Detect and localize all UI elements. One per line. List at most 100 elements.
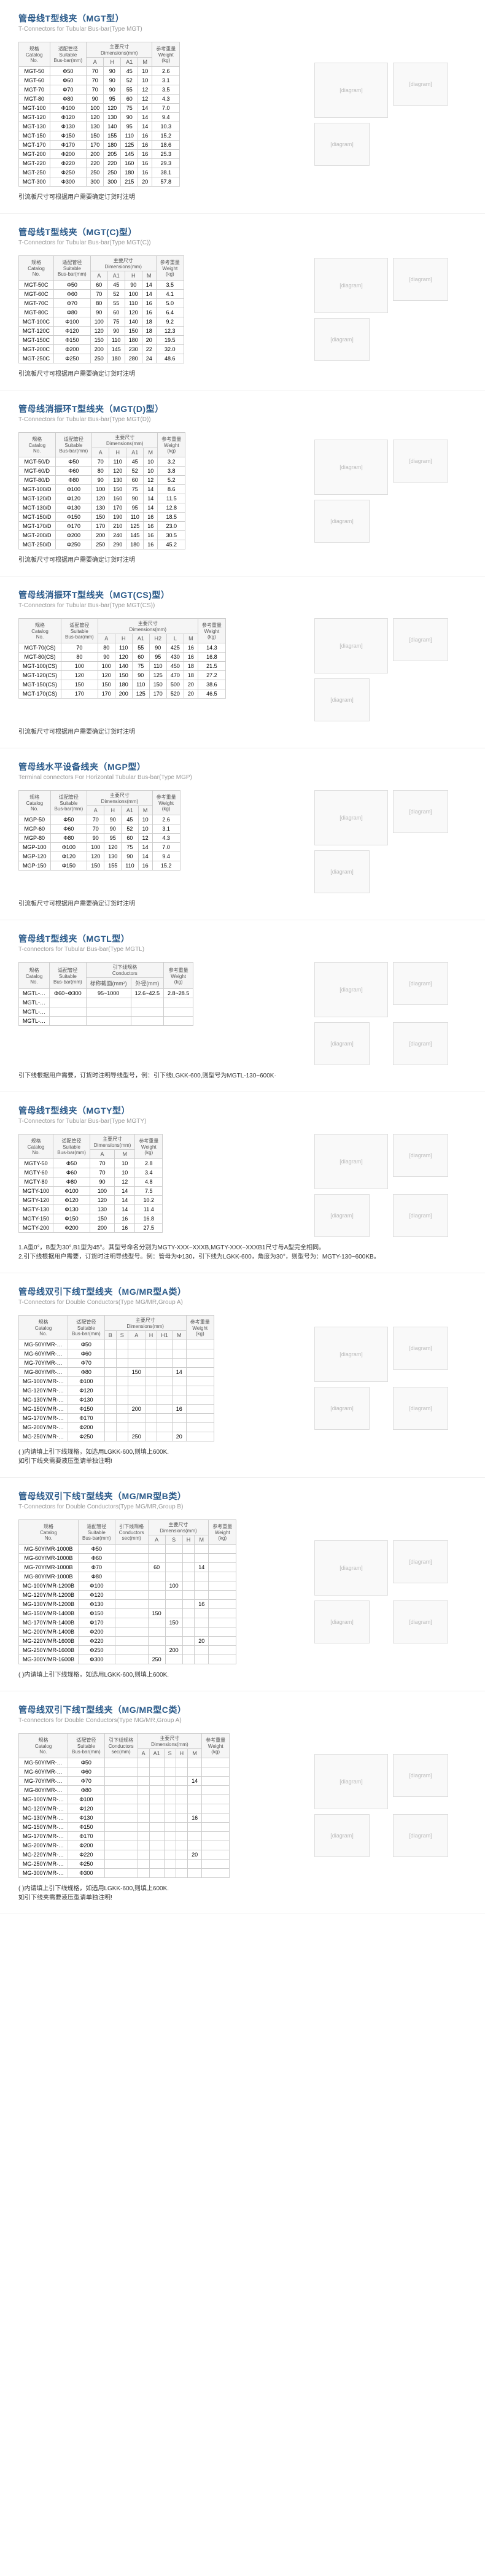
table-row: MGTY-80Φ8090124.8 <box>19 1177 163 1187</box>
table-row: MGP-150Φ1501501551101615.2 <box>19 861 180 871</box>
table-cell: MGT-200/D <box>19 531 56 540</box>
table-cell: 500 <box>166 680 184 689</box>
table-cell <box>176 1777 188 1786</box>
subcol-header: A <box>128 1331 145 1340</box>
technical-diagram: [diagram] <box>314 1194 370 1237</box>
col-header: 参考重量Weight(kg) <box>156 256 184 281</box>
table-row: MG-60Y/MR-…Φ60 <box>19 1349 214 1359</box>
technical-diagram: [diagram] <box>393 1540 448 1583</box>
technical-diagram: [diagram] <box>393 1814 448 1857</box>
table-cell: MGT-100 <box>19 104 50 113</box>
spec-table: 规格CatalogNo.适配管径SuitableBus-bar(mm)主要尺寸D… <box>18 618 226 699</box>
table-cell: 16 <box>138 150 152 159</box>
spec-table: 规格CatalogNo.适配管径SuitableBus-bar(mm)主要尺寸D… <box>18 790 180 871</box>
table-row: MG-50Y/MR-…Φ50 <box>19 1758 230 1767</box>
note-text: ( )内请填上引下线规格，如选用LGKK-600,则填上600K.如引下线夹需要… <box>18 1883 467 1901</box>
table-cell <box>164 1850 176 1860</box>
table-cell <box>148 1581 165 1591</box>
table-row: MG-200Y/MR-…Φ200 <box>19 1423 214 1432</box>
technical-diagram: [diagram] <box>314 318 370 361</box>
table-cell: MGT-50C <box>19 281 54 290</box>
table-cell: 190 <box>109 513 126 522</box>
table-cell: 11.4 <box>135 1205 163 1214</box>
diagram-column: [diagram][diagram][diagram] <box>238 618 467 721</box>
table-cell: 110 <box>125 299 142 308</box>
table-row: MGP-60Φ60709052103.1 <box>19 824 180 834</box>
technical-diagram: [diagram] <box>393 440 448 483</box>
content: 规格CatalogNo.适配管径SuitableBus-bar(mm)引下线规格… <box>18 962 467 1065</box>
table-cell <box>164 1777 176 1786</box>
table-cell: 110 <box>115 643 132 653</box>
table-row: MG-170Y/MR-1400BΦ170150 <box>19 1618 236 1627</box>
table-cell: 14 <box>138 113 152 122</box>
table-cell: 155 <box>104 131 121 141</box>
table-cell: 120 <box>90 1196 114 1205</box>
table-cell: 2.6 <box>152 815 180 824</box>
table-cell <box>128 1349 145 1359</box>
note-text: ( )内请填上引下线规格，如选用LGKK-600,则填上600K. <box>18 1669 467 1678</box>
table-cell <box>202 1777 230 1786</box>
table-cell: 14.3 <box>198 643 225 653</box>
subcol-header: S <box>116 1331 128 1340</box>
section-mgty: 管母线T型线夹（MGTY型）T-Connectors for Tubular B… <box>0 1092 485 1273</box>
table-cell <box>149 1758 164 1767</box>
table-cell <box>172 1359 186 1368</box>
table-cell <box>164 1814 176 1823</box>
table-cell: MG-100Y/MR-… <box>19 1795 68 1804</box>
table-row: MGT-200Φ2002002051451625.3 <box>19 150 180 159</box>
table-cell <box>188 1786 202 1795</box>
table-cell: 23.0 <box>158 522 185 531</box>
table-cell: 10 <box>138 67 152 76</box>
table-cell <box>149 1869 164 1878</box>
table-cell: 60 <box>90 281 107 290</box>
table-header-row: 规格CatalogNo.适配管径SuitableBus-bar(mm)主要尺寸D… <box>19 433 185 448</box>
table-cell: 90 <box>90 308 107 317</box>
table-cell <box>164 1795 176 1804</box>
table-cell: 140 <box>125 317 142 327</box>
table-cell <box>115 1581 148 1591</box>
table-cell: MGT-60 <box>19 76 50 85</box>
note-text: 引流板尺寸可根据用户需要确定订货时注明 <box>18 368 467 378</box>
table-cell <box>176 1767 188 1777</box>
table-row: MGP-120Φ12012013090149.4 <box>19 852 180 861</box>
table-row: MGT-100CΦ10010075140189.2 <box>19 317 184 327</box>
table-cell: 150 <box>87 131 104 141</box>
table-cell: 20 <box>142 336 156 345</box>
table-cell: MGT-170/D <box>19 522 56 531</box>
table-cell: MG-100Y/MR-… <box>19 1377 68 1386</box>
table-cell <box>195 1554 209 1563</box>
subcol-header: 外径(mm) <box>131 978 163 989</box>
table-cell <box>209 1627 236 1637</box>
table-cell: 95 <box>121 122 138 131</box>
table-cell: 90 <box>107 327 125 336</box>
table-cell <box>138 1832 149 1841</box>
table-cell: Φ150 <box>68 1405 105 1414</box>
col-header: 规格CatalogNo. <box>19 963 50 989</box>
diagram-column: [diagram][diagram][diagram][diagram] <box>175 1134 467 1237</box>
table-cell <box>164 1869 176 1878</box>
diagram-column: [diagram][diagram][diagram][diagram] <box>206 962 467 1065</box>
table-cell <box>186 1386 214 1395</box>
note-text: 引下线根据用户需要，订货时注明导线型号，例：引下线LGKK-600,则型号为MG… <box>18 1070 467 1079</box>
table-cell: 70 <box>90 290 107 299</box>
technical-diagram: [diagram] <box>314 1022 370 1065</box>
title-cn: 管母线T型线夹（MGTY型） <box>18 1104 467 1117</box>
table-cell: 80 <box>98 643 115 653</box>
table-cell <box>145 1395 157 1405</box>
table-cell: 14 <box>138 843 152 852</box>
table-cell: 52 <box>126 467 144 476</box>
table-cell: 20 <box>195 1637 209 1646</box>
table-cell: 70 <box>87 67 104 76</box>
table-header-row: 规格CatalogNo.适配管径SuitableBus-bar(mm)引下线规格… <box>19 1734 230 1749</box>
technical-diagram: [diagram] <box>393 1600 448 1643</box>
technical-diagram: [diagram] <box>314 790 388 845</box>
table-cell <box>164 1786 176 1795</box>
table-cell <box>176 1850 188 1860</box>
table-cell <box>128 1386 145 1395</box>
table-cell: 95 <box>149 653 166 662</box>
technical-diagram: [diagram] <box>314 63 388 118</box>
table-cell: 205 <box>104 150 121 159</box>
table-header-row: 规格CatalogNo.适配管径SuitableBus-bar(mm)主要尺寸D… <box>19 42 180 58</box>
table-cell <box>149 1832 164 1841</box>
table-cell: 16 <box>144 522 158 531</box>
